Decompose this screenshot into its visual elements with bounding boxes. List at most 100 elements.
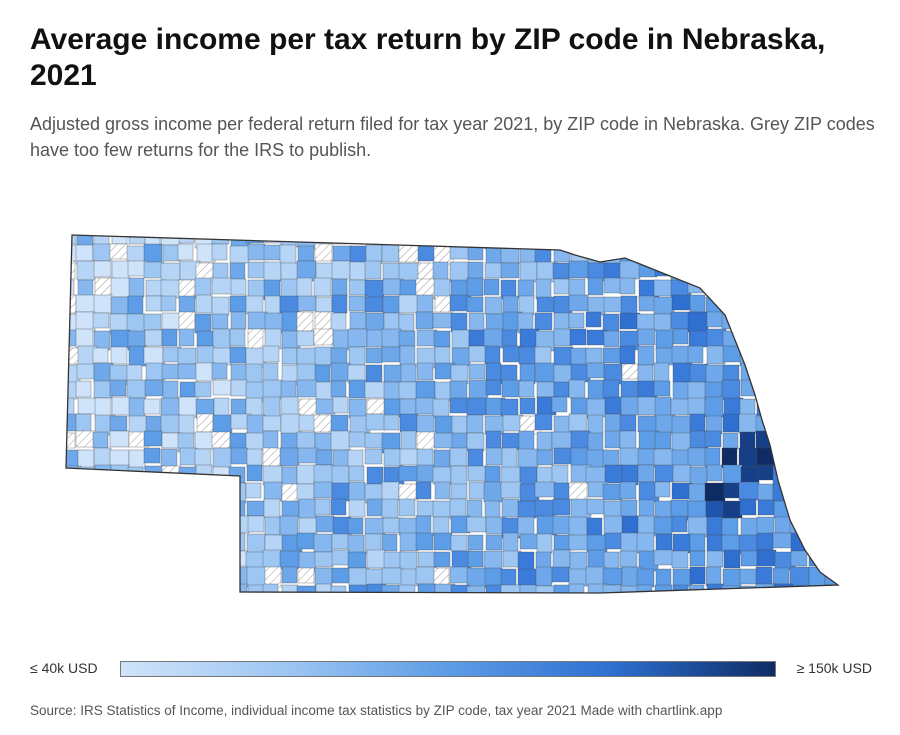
zip-area: [586, 534, 608, 553]
zip-area: [789, 245, 811, 263]
zip-area: [66, 566, 76, 584]
zip-area: [433, 330, 451, 348]
zip-area: [722, 464, 743, 485]
zip-area: [739, 568, 758, 585]
zip-area: [213, 397, 230, 418]
zip-area: [433, 532, 453, 551]
zip-area: [450, 465, 468, 486]
zip-area: [366, 329, 385, 348]
zip-area: [415, 566, 437, 585]
zip-area: [791, 313, 811, 332]
zip-area: [162, 244, 181, 262]
zip-area: [619, 260, 641, 280]
zip-area: [144, 551, 162, 569]
zip-area: [298, 517, 318, 535]
zip-area: [432, 312, 453, 329]
zip-area: [568, 534, 589, 551]
zip-area: [93, 380, 113, 399]
zip-area: [553, 447, 574, 465]
zip-area: [654, 396, 672, 417]
zip-area: [655, 568, 672, 588]
zip-area: [757, 499, 775, 516]
zip-area: [843, 297, 863, 312]
zip-area: [296, 585, 317, 593]
zip-area: [211, 362, 228, 380]
zip-area: [687, 277, 708, 294]
zip-area: [417, 551, 437, 568]
zip-area: [195, 294, 213, 314]
zip-area: [772, 483, 790, 502]
zip-area: [381, 498, 399, 519]
zip-area: [160, 235, 182, 246]
zip-area: [162, 567, 183, 589]
zip-area: [824, 517, 838, 538]
zip-area: [365, 413, 387, 431]
zip-area: [500, 262, 520, 279]
zip-area: [348, 499, 366, 518]
zip-area: [246, 464, 263, 482]
zip-area: [806, 447, 825, 465]
zip-area: [400, 430, 417, 451]
zip-area: [143, 313, 162, 331]
zip-area: [415, 311, 434, 330]
zip-area: [110, 464, 130, 486]
zip-area: [653, 279, 674, 297]
zip-area: [211, 313, 229, 330]
zip-area: [689, 550, 706, 567]
zip-area: [551, 431, 573, 450]
zip-area: [228, 550, 248, 567]
zip-area: [400, 363, 417, 383]
zip-area: [161, 328, 178, 347]
zip-area: [110, 481, 127, 501]
zip-area: [585, 235, 603, 249]
zip-area: [415, 532, 434, 551]
zip-area: [637, 448, 656, 466]
zip-area: [790, 448, 809, 468]
zip-area: [245, 363, 263, 385]
zip-area: [398, 294, 419, 314]
zip-area: [75, 311, 96, 332]
zip-area: [842, 433, 862, 449]
zip-area: [585, 466, 607, 484]
zip-area: [128, 449, 146, 470]
zip-area: [585, 311, 602, 328]
zip-area: [568, 379, 586, 399]
zip-area: [671, 449, 690, 468]
zip-area: [723, 260, 740, 277]
zip-area: [213, 551, 233, 571]
zip-area-suppressed: [92, 481, 109, 503]
zip-area: [534, 413, 553, 431]
zip-area: [315, 262, 334, 280]
zip-area: [568, 312, 585, 329]
zip-area: [381, 328, 402, 348]
zip-area: [177, 363, 198, 380]
zip-area: [246, 533, 266, 554]
zip-area: [66, 515, 75, 535]
zip-area: [296, 431, 316, 451]
zip-area: [230, 311, 247, 330]
zip-area-suppressed: [66, 260, 76, 280]
zip-area: [196, 345, 215, 366]
zip-area: [602, 584, 622, 593]
zip-area: [468, 312, 485, 332]
zip-area: [381, 244, 400, 263]
zip-area: [808, 415, 830, 433]
zip-area: [739, 328, 761, 345]
zip-area: [314, 567, 333, 587]
legend-max-label: ≥ 150k USD: [796, 660, 872, 676]
zip-area: [194, 381, 212, 398]
zip-area: [843, 331, 858, 350]
zip-area: [144, 379, 164, 397]
zip-area: [824, 235, 838, 250]
zip-area: [281, 347, 298, 365]
zip-area: [230, 379, 248, 397]
zip-area: [551, 566, 570, 583]
zip-area: [687, 345, 704, 364]
zip-area: [128, 277, 145, 298]
zip-area: [330, 430, 351, 451]
zip-area: [638, 295, 656, 312]
source-note: Source: IRS Statistics of Income, indivi…: [30, 703, 723, 718]
zip-area: [212, 447, 232, 469]
zip-area: [178, 466, 199, 487]
zip-area: [466, 567, 487, 589]
